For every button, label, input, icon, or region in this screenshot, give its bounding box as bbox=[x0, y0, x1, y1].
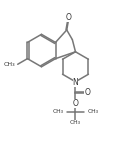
Text: CH₃: CH₃ bbox=[70, 120, 81, 125]
Text: CH₃: CH₃ bbox=[4, 62, 15, 67]
Text: O: O bbox=[84, 88, 90, 98]
Text: O: O bbox=[66, 13, 71, 21]
Text: CH₃: CH₃ bbox=[87, 109, 98, 114]
Text: O: O bbox=[73, 99, 78, 108]
Text: N: N bbox=[73, 79, 78, 87]
Text: CH₃: CH₃ bbox=[53, 109, 64, 114]
